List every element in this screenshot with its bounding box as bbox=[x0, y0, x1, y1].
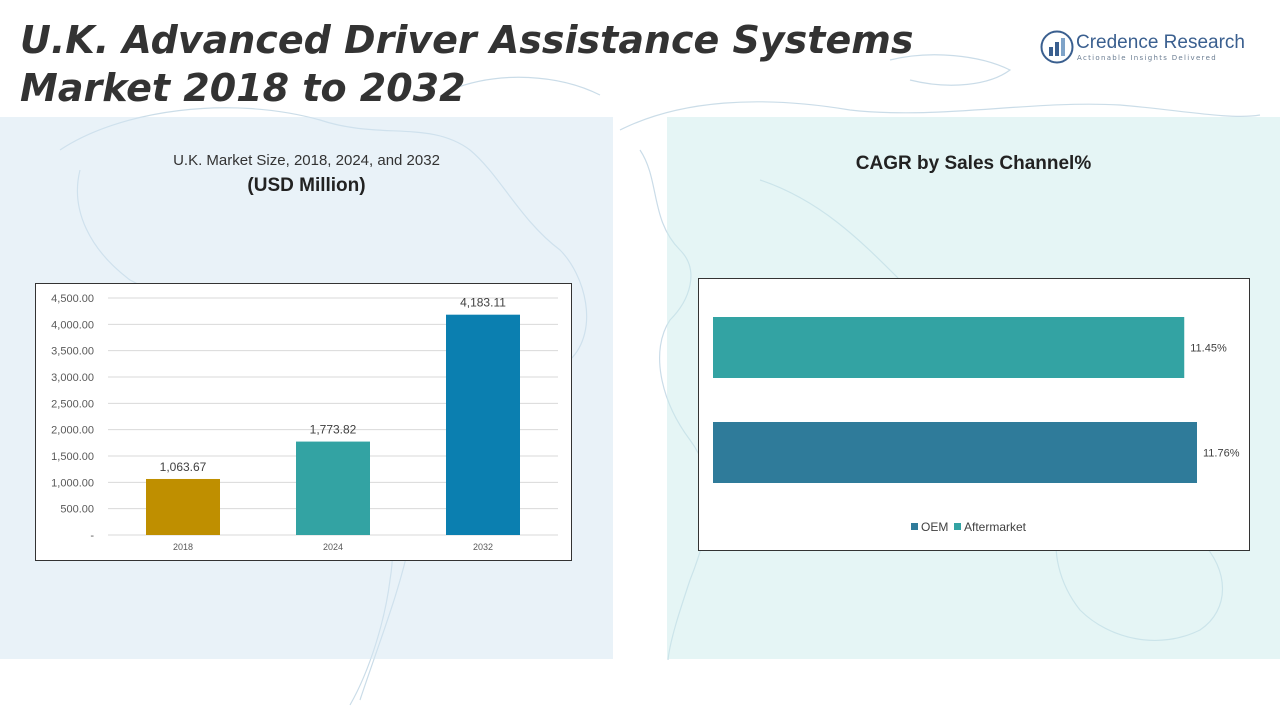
market-size-bar-chart: - 500.00 1,000.00 1,500.00 2,000.00 2,500.00 3… bbox=[51, 293, 558, 552]
bar-value-label: 11.45% bbox=[1190, 343, 1227, 355]
bar-chart-logo-icon bbox=[1040, 30, 1074, 64]
brand-name: Credence Research bbox=[1076, 32, 1245, 53]
market-size-subtitle: U.K. Market Size, 2018, 2024, and 2032 bbox=[173, 152, 440, 169]
y-tick-label: 3,500.00 bbox=[51, 346, 94, 358]
y-tick-label: 500.00 bbox=[60, 504, 94, 516]
bar-value-label: 11.76% bbox=[1203, 448, 1240, 460]
cagr-chart-title: CAGR by Sales Channel% bbox=[855, 153, 1092, 174]
bar-2018 bbox=[146, 478, 220, 535]
y-tick-label: 1,000.00 bbox=[51, 477, 94, 489]
bar-value-label: 1,773.82 bbox=[310, 423, 357, 437]
bar-aftermarket bbox=[713, 317, 1185, 378]
x-tick-label: 2024 bbox=[323, 542, 343, 552]
x-tick-label: 2018 bbox=[173, 542, 193, 552]
bar-value-label: 4,183.11 bbox=[460, 296, 506, 310]
market-size-units: (USD Million) bbox=[247, 175, 366, 196]
bar-2024 bbox=[296, 441, 370, 535]
x-tick-label: 2032 bbox=[473, 542, 493, 552]
bar-oem bbox=[713, 422, 1197, 483]
y-tick-label: 4,500.00 bbox=[51, 293, 94, 305]
brand-tagline: Actionable Insights Delivered bbox=[1077, 54, 1217, 62]
y-tick-label: 2,500.00 bbox=[51, 398, 94, 410]
y-tick-label: 2,000.00 bbox=[51, 425, 94, 437]
y-tick-label: 3,000.00 bbox=[51, 372, 94, 384]
legend-label-aftermarket: Aftermarket bbox=[964, 520, 1027, 534]
market-size-chart-frame: - 500.00 1,000.00 1,500.00 2,000.00 2,500.00 3… bbox=[35, 283, 572, 561]
y-tick-label: 1,500.00 bbox=[51, 451, 94, 463]
brand-logo: Credence Research Actionable Insights De… bbox=[1040, 28, 1260, 72]
bar-2032 bbox=[446, 314, 520, 535]
legend-swatch-oem bbox=[911, 523, 918, 530]
cagr-chart-frame: 11.45% 11.76% OEM Aftermarket bbox=[698, 278, 1250, 551]
bar-value-label: 1,063.67 bbox=[160, 460, 207, 474]
page-title: U.K. Advanced Driver Assistance Systems … bbox=[20, 18, 914, 110]
legend-label-oem: OEM bbox=[921, 520, 948, 534]
legend-swatch-aftermarket bbox=[954, 523, 961, 530]
y-tick-label: 4,000.00 bbox=[51, 319, 94, 331]
cagr-horizontal-bar-chart: 11.45% 11.76% OEM Aftermarket bbox=[713, 317, 1240, 534]
y-tick-label: - bbox=[90, 530, 94, 542]
